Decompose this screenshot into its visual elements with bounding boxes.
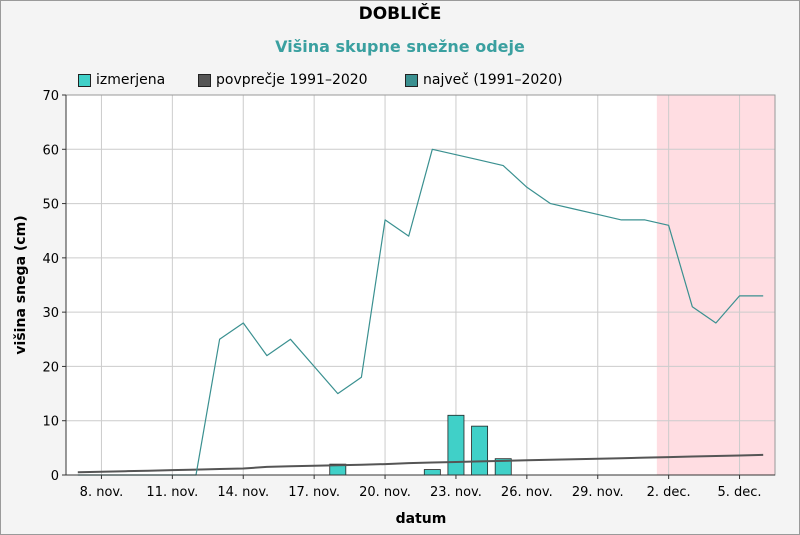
chart-subtitle: Višina skupne snežne odeje — [275, 37, 525, 56]
x-tick-label: 23. nov. — [430, 485, 482, 500]
legend-item-average[interactable]: povprečje 1991–2020 — [198, 72, 368, 88]
legend-label-max: največ (1991–2020) — [423, 72, 563, 88]
x-tick-label: 17. nov. — [288, 485, 340, 500]
y-tick-label: 70 — [42, 89, 59, 104]
legend-swatch-average — [198, 73, 211, 87]
x-tick-label: 5. dec. — [718, 485, 762, 500]
y-tick-label: 60 — [42, 143, 59, 158]
y-tick-label: 30 — [42, 306, 59, 321]
x-tick-label: 2. dec. — [647, 485, 691, 500]
x-tick-label: 26. nov. — [501, 485, 553, 500]
legend-swatch-measured — [78, 73, 91, 87]
y-tick-label: 10 — [42, 415, 59, 430]
legend-item-max[interactable]: največ (1991–2020) — [405, 72, 563, 88]
x-tick-label: 14. nov. — [217, 485, 269, 500]
legend-label-measured: izmerjena — [96, 72, 166, 88]
x-tick-label: 29. nov. — [572, 485, 624, 500]
bar-measured[interactable] — [471, 425, 489, 476]
bar-measured[interactable] — [447, 414, 465, 476]
y-tick-label: 50 — [42, 198, 59, 213]
line-average[interactable] — [77, 453, 764, 474]
bar-measured[interactable] — [423, 469, 441, 476]
y-tick-label: 20 — [42, 360, 59, 375]
y-tick-label: 0 — [51, 469, 59, 484]
y-axis-title: višina snega (cm) — [13, 215, 29, 354]
x-tick-label: 20. nov. — [359, 485, 411, 500]
forecast-band — [656, 95, 775, 475]
legend-swatch-max — [405, 73, 418, 87]
chart-title: DOBLIČE — [358, 4, 442, 24]
x-axis-title: datum — [396, 511, 447, 527]
legend-label-average: povprečje 1991–2020 — [216, 72, 368, 88]
y-tick-label: 40 — [42, 252, 59, 267]
x-tick-label: 8. nov. — [80, 485, 124, 500]
x-tick-label: 11. nov. — [146, 485, 198, 500]
legend-item-measured[interactable]: izmerjena — [78, 72, 165, 88]
